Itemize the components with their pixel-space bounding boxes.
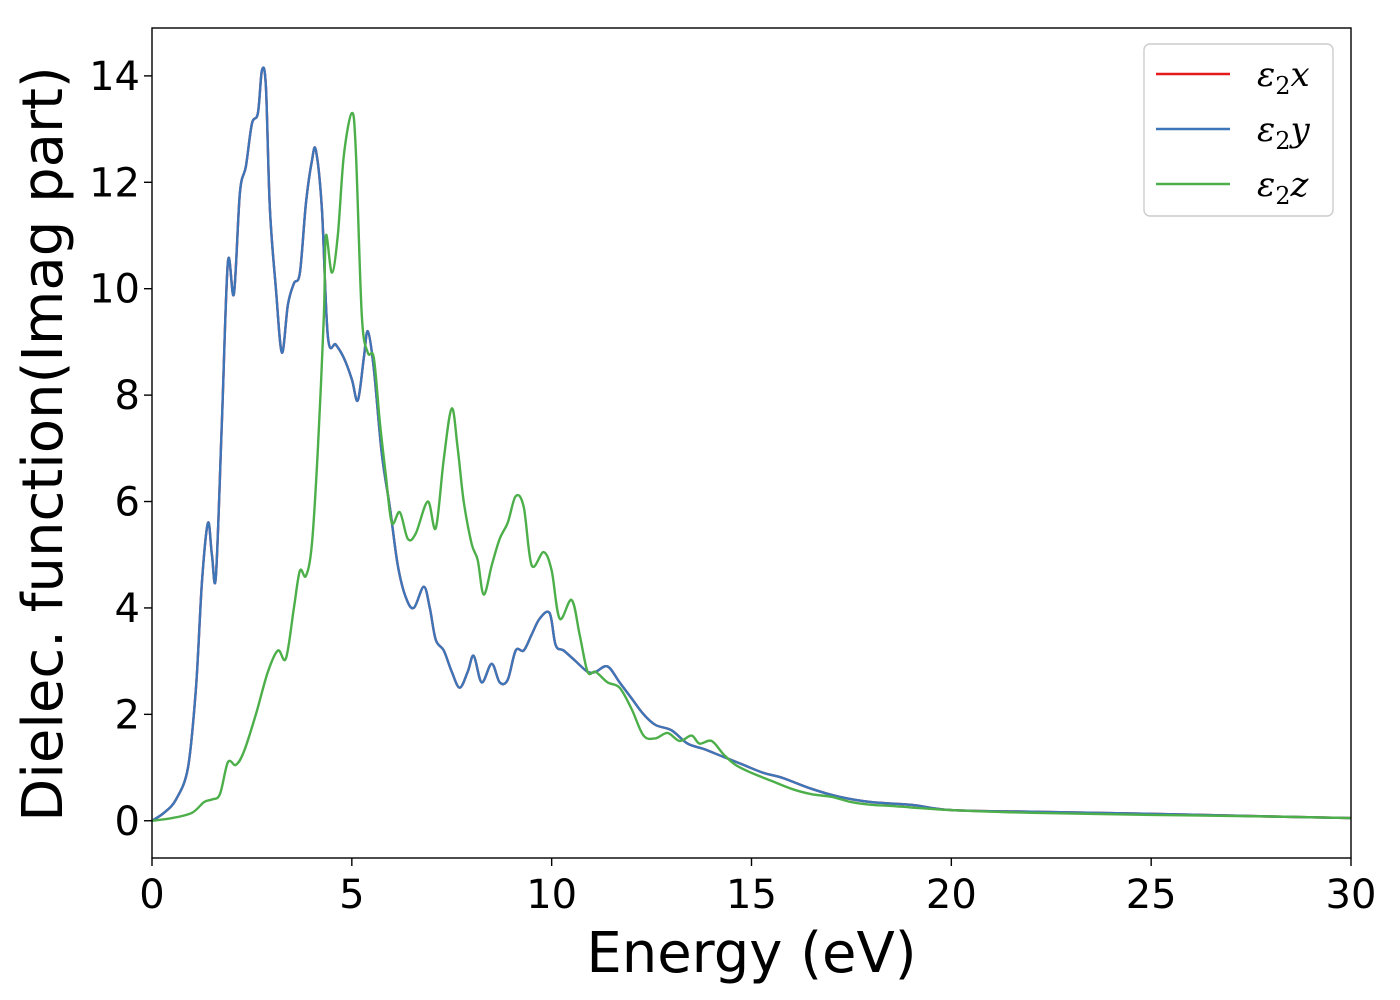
x-tick-label: 5 [339,872,364,918]
x-tick-label: 15 [726,872,777,918]
x-tick-label: 25 [1126,872,1177,918]
y-tick-label: 0 [115,799,140,845]
y-tick-label: 14 [89,54,140,100]
x-tick-label: 0 [139,872,164,918]
legend-label: ε2z [1257,165,1310,210]
x-tick-label: 10 [526,872,577,918]
x-axis-label: Energy (eV) [586,921,916,986]
x-tick-label: 30 [1326,872,1377,918]
y-tick-label: 8 [115,373,140,419]
legend-label: ε2y [1257,110,1311,155]
series-line-y [151,66,1352,822]
y-tick-label: 10 [89,267,140,313]
y-tick-label: 2 [115,692,140,738]
y-axis: 0 2 4 6 8 10 12 14 [89,54,152,845]
x-tick-label: 20 [926,872,977,918]
y-axis-label: Dielec. function(Imag part) [11,66,76,822]
legend: ε2x ε2y ε2z [1143,43,1334,217]
legend-label: ε2x [1257,55,1310,100]
y-tick-label: 4 [115,586,140,632]
x-axis: 0 5 10 15 20 25 30 [139,858,1376,918]
series-line-z [151,111,1352,822]
y-tick-label: 6 [115,480,140,526]
series-layer [151,66,1352,822]
legend-box [1143,43,1334,217]
y-tick-label: 12 [89,160,140,206]
